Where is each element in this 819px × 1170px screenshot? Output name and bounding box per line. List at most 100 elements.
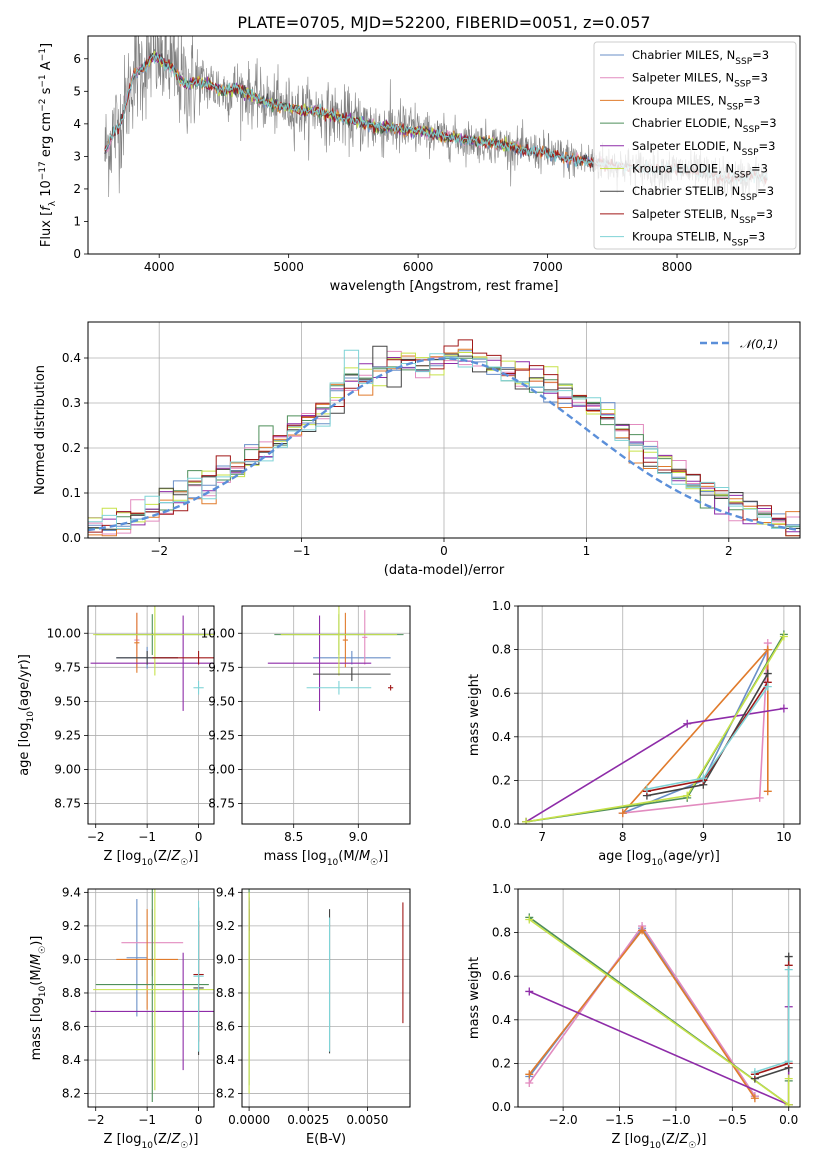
series-marker [784, 1057, 793, 1066]
x-tick-label: −2 [87, 830, 105, 844]
legend-entry-part: Salpeter STELIB, [632, 207, 730, 221]
spectrum-ylabel-part: A [39, 61, 54, 74]
series-marker [525, 987, 534, 996]
y-tick-label: 0.4 [62, 351, 81, 365]
residuals-xlabel-part: (data-model)/error [384, 563, 505, 578]
series-marker [750, 1094, 759, 1103]
x-tick-label: 8000 [662, 260, 693, 274]
age-vs-Z-xlabel-part: Z [ [104, 849, 122, 864]
spectrum-ylabel-part: s [39, 87, 54, 98]
spectrum-ylabel-part: Flux [ [39, 211, 54, 247]
legend-entry-part: =3 [751, 162, 768, 176]
mass-vs-Z-xlabel-part: (Z/ [153, 1132, 172, 1147]
massweight-vs-age-xlabel-part: age [ [598, 849, 631, 864]
y-tick-label: 9.25 [54, 728, 81, 742]
series-line-salpeter-elodie [525, 707, 785, 823]
series-marker [763, 645, 772, 654]
mass-vs-ebv-frame [241, 888, 411, 1108]
y-tick-label: 0.6 [492, 686, 511, 700]
legend-entry-part: Chabrier MILES, [632, 48, 727, 62]
legend-entry-part: =3 [760, 116, 777, 130]
mass-vs-Z-axes: −2 −1 08.28.48.68.89.09.29.4Z [log10(Z/Z☉)… [29, 885, 215, 1151]
series-marker [763, 787, 772, 796]
legend-entry-part: SSP [732, 239, 749, 249]
spectrum-ylabel-part: −17 [38, 161, 48, 180]
y-tick-label: 8.4 [216, 1053, 235, 1067]
x-tick-label: 10 [776, 830, 791, 844]
massweight-vs-Z-xlabel-part: ☉ [688, 1141, 696, 1151]
mass-vs-Z-ylabel-part: )] [29, 936, 44, 946]
y-tick-label: 0.6 [492, 969, 511, 983]
age-vs-mass-frame [241, 605, 411, 825]
y-tick-label: 0.1 [62, 486, 81, 500]
legend-entry-part: N [725, 162, 734, 176]
y-tick-label: 8.2 [62, 1087, 81, 1101]
massweight-vs-Z-xlabel-part: )] [696, 1132, 706, 1147]
y-tick-label: 9.50 [208, 694, 235, 708]
mass-vs-ebv-xlabel: E(B-V) [306, 1132, 346, 1147]
series-marker [779, 704, 788, 713]
x-tick-label: 8 [619, 830, 627, 844]
spectrum-ylabel-part: f [39, 204, 54, 211]
series-marker [683, 719, 692, 728]
legend-entry-part: =3 [752, 48, 769, 62]
legend-entry: Kroupa MILES, NSSP=3 [632, 93, 760, 112]
age-vs-mass-xlabel-part: M [359, 849, 370, 864]
age-vs-mass-xlabel-part: (M/ [338, 849, 359, 864]
massweight-vs-Z-ylabel-part: mass weight [467, 957, 482, 1039]
x-tick-label: 0 [195, 1113, 203, 1127]
mass-vs-Z-xlabel-part: log [122, 1132, 142, 1147]
age-vs-Z-xlabel-part: 10 [142, 858, 154, 868]
age-vs-Z-ylabel-part: age [ [17, 742, 32, 775]
x-tick-label: −1 [138, 1113, 156, 1127]
series-marker [763, 682, 772, 691]
legend-entry: Kroupa STELIB, NSSP=3 [632, 230, 765, 249]
legend-entry-part: Chabrier ELODIE, [632, 116, 734, 130]
normal-curve [88, 357, 800, 532]
age-vs-Z-xlabel-part: )] [188, 849, 198, 864]
x-tick-label: 0 [195, 830, 203, 844]
legend-entry-part: SSP [740, 193, 757, 203]
y-tick-label: 1 [73, 214, 81, 228]
y-tick-label: 0.2 [492, 1056, 511, 1070]
massweight-vs-age-xlabel-part: log [632, 849, 652, 864]
age-vs-Z-frame [87, 605, 215, 825]
mass-vs-Z-xlabel-part: )] [188, 1132, 198, 1147]
legend-entry: Chabrier MILES, NSSP=3 [632, 48, 769, 67]
x-tick-label: −0.5 [718, 1113, 747, 1127]
y-tick-label: 9.50 [54, 694, 81, 708]
legend-entry-part: Kroupa STELIB, [632, 230, 723, 244]
massweight-vs-age-frame [517, 605, 801, 825]
y-tick-label: 0.0 [62, 531, 81, 545]
residuals-ylabel-part: Normed distribution [33, 365, 48, 495]
age-vs-Z-ylabel: age [log10(age/yr)] [17, 654, 36, 776]
spectrum-ylabel-part: λ [48, 200, 58, 206]
massweight-vs-Z-xlabel: Z [log10(Z/Z☉)] [612, 1132, 707, 1151]
massweight-vs-Z-xlabel-part: Z [ [612, 1132, 630, 1147]
y-tick-label: 0.0 [492, 1100, 511, 1114]
spectrum-ylabel-part: ] [39, 43, 54, 48]
legend-entry-part: =3 [756, 207, 773, 221]
series-line-kroupa-elodie [528, 918, 790, 1107]
y-tick-label: 8.8 [62, 986, 81, 1000]
x-tick-label: 2 [725, 544, 733, 558]
figure-title: PLATE=0705, MJD=52200, FIBERID=0051, z=0… [237, 13, 650, 32]
y-tick-label: 1.0 [492, 882, 511, 896]
x-tick-label: 5000 [273, 260, 304, 274]
mass-vs-Z-ylabel-part: 10 [38, 985, 48, 997]
age-vs-mass-xlabel-part: log [307, 849, 327, 864]
series-marker [525, 915, 534, 924]
mass-vs-Z-ylabel-part: (M/ [29, 964, 44, 985]
y-tick-label: 1.0 [492, 599, 511, 613]
massweight-vs-Z-xlabel-part: (Z/ [661, 1132, 680, 1147]
age-vs-mass-xlabel-part: ☉ [370, 858, 378, 868]
y-tick-label: 8.4 [62, 1053, 81, 1067]
legend-entry: Chabrier ELODIE, NSSP=3 [632, 116, 777, 135]
legend-entry-part: Chabrier STELIB, [632, 184, 732, 198]
y-tick-label: 5 [73, 84, 81, 98]
mass-vs-Z-frame [87, 888, 215, 1108]
y-tick-label: 4 [73, 117, 81, 131]
x-tick-label: 9 [699, 830, 707, 844]
